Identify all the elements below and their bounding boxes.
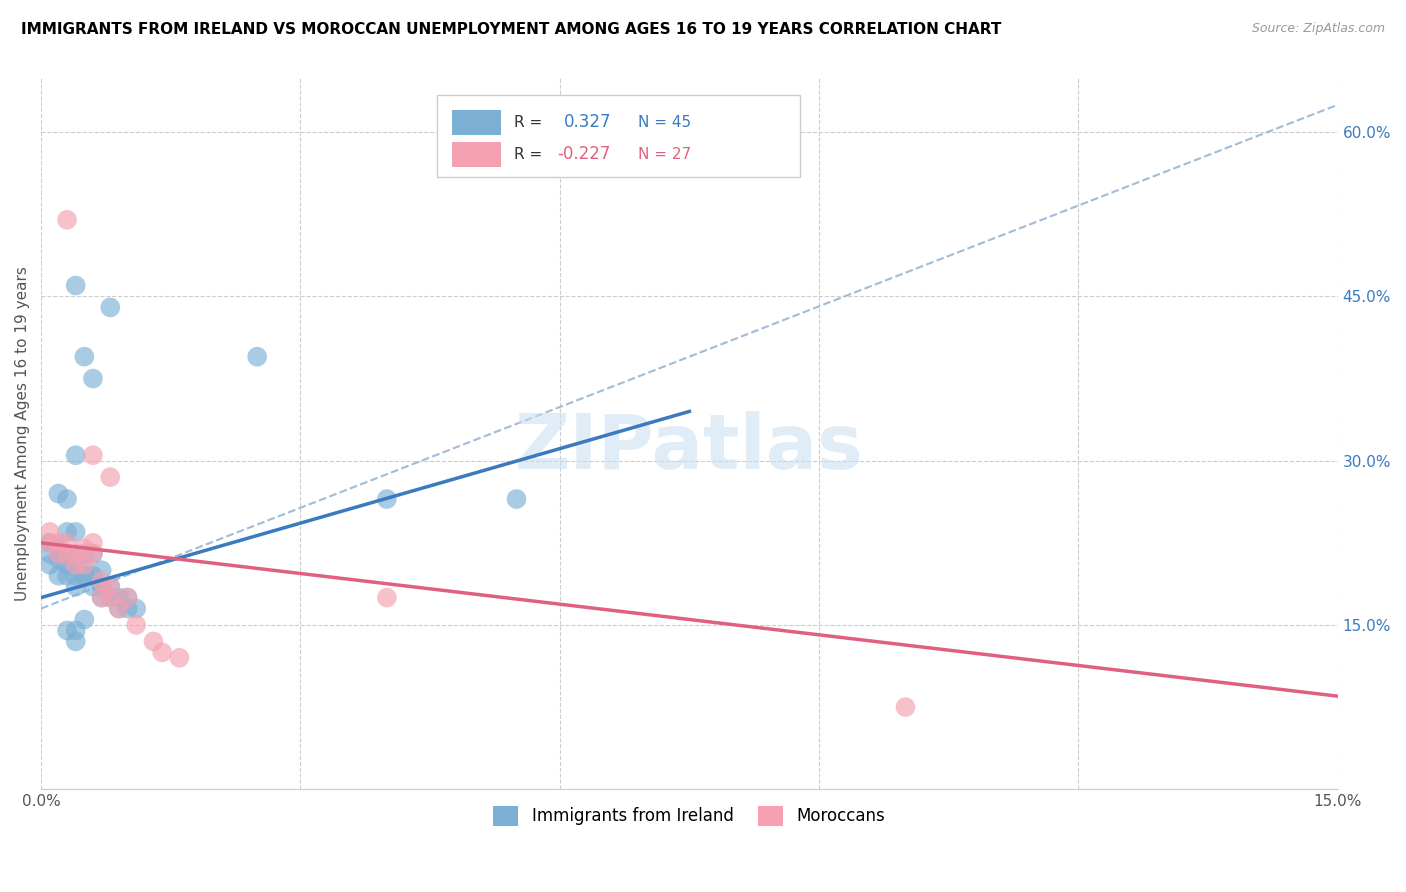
- Text: N = 45: N = 45: [637, 115, 690, 129]
- Point: [73, 350, 96, 364]
- Point: [82, 448, 104, 462]
- Point: [73, 558, 96, 572]
- Point: [117, 601, 139, 615]
- Point: [48, 547, 70, 561]
- Point: [169, 650, 191, 665]
- Point: [117, 591, 139, 605]
- Point: [505, 491, 527, 506]
- Point: [98, 301, 121, 315]
- Point: [48, 552, 70, 566]
- Point: [246, 350, 269, 364]
- Point: [73, 612, 96, 626]
- Point: [65, 568, 87, 582]
- Text: Source: ZipAtlas.com: Source: ZipAtlas.com: [1251, 22, 1385, 36]
- Point: [65, 624, 87, 638]
- Point: [65, 278, 87, 293]
- FancyBboxPatch shape: [453, 110, 502, 135]
- Point: [90, 591, 112, 605]
- Text: 0.327: 0.327: [564, 113, 612, 131]
- Point: [98, 580, 121, 594]
- Point: [894, 700, 917, 714]
- Point: [56, 558, 79, 572]
- Text: ZIPatlas: ZIPatlas: [515, 410, 863, 484]
- Point: [98, 470, 121, 484]
- Point: [38, 536, 60, 550]
- Point: [98, 591, 121, 605]
- Point: [65, 634, 87, 648]
- Point: [82, 547, 104, 561]
- Point: [65, 558, 87, 572]
- Point: [98, 591, 121, 605]
- Point: [48, 536, 70, 550]
- Point: [56, 568, 79, 582]
- Point: [98, 580, 121, 594]
- Text: -0.227: -0.227: [557, 145, 610, 163]
- Point: [117, 591, 139, 605]
- Point: [48, 568, 70, 582]
- Point: [90, 591, 112, 605]
- Point: [48, 541, 70, 556]
- Point: [82, 568, 104, 582]
- Text: R =: R =: [515, 115, 543, 129]
- Point: [73, 568, 96, 582]
- Point: [38, 558, 60, 572]
- Point: [82, 580, 104, 594]
- Point: [375, 591, 398, 605]
- Point: [108, 591, 131, 605]
- FancyBboxPatch shape: [453, 142, 502, 167]
- Point: [38, 536, 60, 550]
- Point: [90, 574, 112, 589]
- FancyBboxPatch shape: [436, 95, 800, 178]
- Point: [125, 618, 148, 632]
- Point: [56, 547, 79, 561]
- Point: [150, 645, 173, 659]
- Y-axis label: Unemployment Among Ages 16 to 19 years: Unemployment Among Ages 16 to 19 years: [15, 266, 30, 601]
- Point: [82, 371, 104, 385]
- Point: [38, 524, 60, 539]
- Point: [125, 601, 148, 615]
- Point: [65, 580, 87, 594]
- Point: [56, 547, 79, 561]
- Point: [38, 547, 60, 561]
- Point: [90, 563, 112, 577]
- Point: [73, 547, 96, 561]
- Point: [65, 524, 87, 539]
- Text: R =: R =: [515, 147, 543, 161]
- Point: [73, 563, 96, 577]
- Point: [73, 541, 96, 556]
- Point: [82, 547, 104, 561]
- Point: [65, 552, 87, 566]
- Text: IMMIGRANTS FROM IRELAND VS MOROCCAN UNEMPLOYMENT AMONG AGES 16 TO 19 YEARS CORRE: IMMIGRANTS FROM IRELAND VS MOROCCAN UNEM…: [21, 22, 1001, 37]
- Point: [56, 536, 79, 550]
- Point: [108, 601, 131, 615]
- Point: [56, 491, 79, 506]
- Point: [56, 212, 79, 227]
- Point: [65, 547, 87, 561]
- Point: [48, 486, 70, 500]
- Point: [142, 634, 165, 648]
- Point: [56, 624, 79, 638]
- Legend: Immigrants from Ireland, Moroccans: Immigrants from Ireland, Moroccans: [485, 797, 894, 834]
- Text: N = 27: N = 27: [637, 147, 690, 161]
- Point: [82, 536, 104, 550]
- Point: [65, 448, 87, 462]
- Point: [375, 491, 398, 506]
- Point: [108, 601, 131, 615]
- Point: [90, 580, 112, 594]
- Point: [56, 524, 79, 539]
